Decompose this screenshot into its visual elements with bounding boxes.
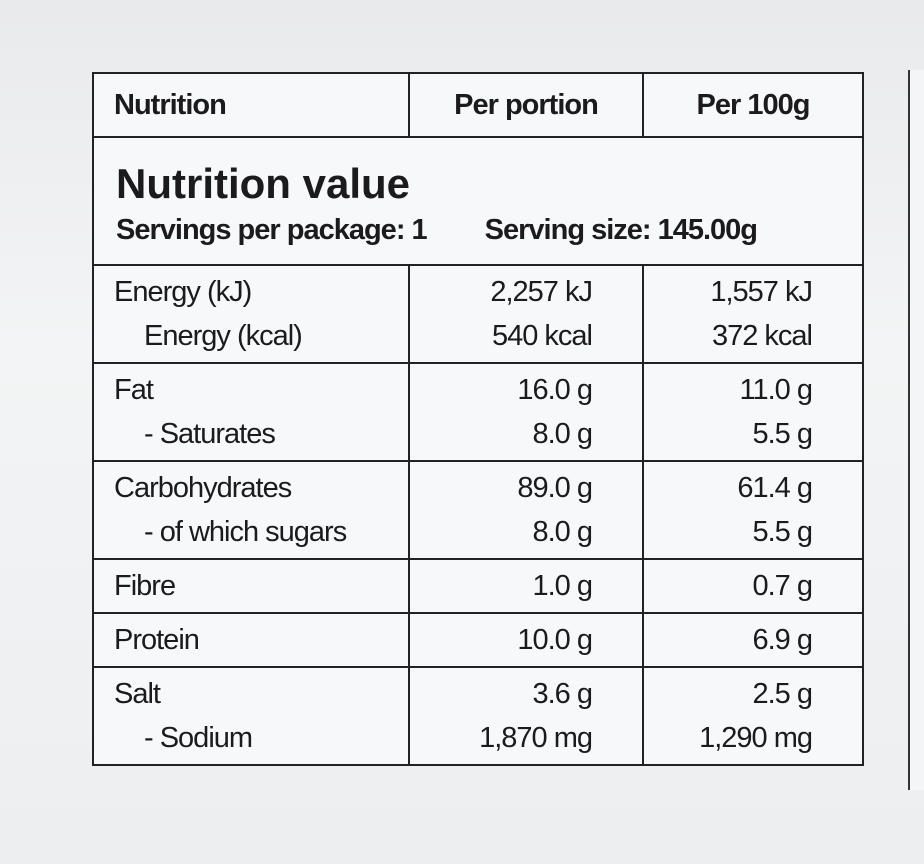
row-group: Carbohydrates 89.0 g 61.4 g- of which suga… <box>92 461 864 559</box>
column-header: Per 100g <box>642 72 864 138</box>
row-group: Salt 3.6 g 2.5 g- Sodium 1,870 mg 1,290 mg <box>92 667 864 765</box>
nutrient-label: Fibre <box>92 559 410 613</box>
nutrient-label: Fat <box>92 363 410 412</box>
nutrient-label: Salt <box>92 667 410 716</box>
serving-info: Servings per package: 1 Serving size: 14… <box>116 214 840 247</box>
table-row: Protein 10.0 g 6.9 g <box>92 613 864 667</box>
nutrient-value: 5.5 g <box>642 412 864 461</box>
nutrient-value: 16.0 g <box>408 363 644 412</box>
nutrient-value: 8.0 g <box>408 412 644 461</box>
nutrient-value: 1,557 kJ <box>642 265 864 314</box>
nutrient-value: 61.4 g <box>642 461 864 510</box>
table-row: Salt 3.6 g 2.5 g <box>92 667 864 716</box>
package-edge <box>908 70 924 790</box>
nutrient-value: 1,870 mg <box>408 716 644 765</box>
nutrient-value: 5.5 g <box>642 510 864 559</box>
nutrient-value: 540 kcal <box>408 314 644 363</box>
row-group: Energy (kJ) 2,257 kJ 1,557 kJ Energy (kcal)… <box>92 265 864 363</box>
nutrient-value: 2.5 g <box>642 667 864 716</box>
table-row: Fibre 1.0 g 0.7 g <box>92 559 864 613</box>
row-group: Fibre 1.0 g 0.7 g <box>92 559 864 613</box>
nutrient-value: 1.0 g <box>408 559 644 613</box>
header-row: Nutrition Per portion Per 100g <box>92 72 864 138</box>
table-row: Fat 16.0 g 11.0 g <box>92 363 864 412</box>
nutrient-label: - Saturates <box>92 412 410 461</box>
title: Nutrition value <box>116 160 411 207</box>
table-row: Energy (kcal) 540 kcal 372 kcal <box>92 314 864 363</box>
nutrient-label: Protein <box>92 613 410 667</box>
nutrient-value: 8.0 g <box>408 510 644 559</box>
nutrient-value: 3.6 g <box>408 667 644 716</box>
nutrient-label: Carbohydrates <box>92 461 410 510</box>
table-head: Nutrition Per portion Per 100g <box>92 72 864 138</box>
column-header: Per portion <box>408 72 644 138</box>
table-row: Carbohydrates 89.0 g 61.4 g <box>92 461 864 510</box>
nutrient-value: 10.0 g <box>408 613 644 667</box>
nutrient-value: 6.9 g <box>642 613 864 667</box>
table-row: - of which sugars 8.0 g 5.5 g <box>92 510 864 559</box>
nutrient-label: Energy (kJ) <box>92 265 410 314</box>
nutrient-value: 372 kcal <box>642 314 864 363</box>
row-group: Protein 10.0 g 6.9 g <box>92 613 864 667</box>
table-row: - Sodium 1,870 mg 1,290 mg <box>92 716 864 765</box>
nutrition-table: Nutrition value Servings per package: 1 … <box>92 72 864 766</box>
table-row: - Saturates 8.0 g 5.5 g <box>92 412 864 461</box>
nutrient-label: - Sodium <box>92 716 410 765</box>
nutrient-value: 1,290 mg <box>642 716 864 765</box>
column-header: Nutrition <box>92 72 410 138</box>
title-area: Nutrition value Servings per package: 1 … <box>92 137 864 265</box>
serving-size: Serving size: 145.00g <box>484 214 758 246</box>
row-group: Fat 16.0 g 11.0 g- Saturates 8.0 g 5.5 g <box>92 363 864 461</box>
servings: Servings per package: 1 <box>116 214 428 246</box>
table-row: Energy (kJ) 2,257 kJ 1,557 kJ <box>92 265 864 314</box>
nutrient-value: 89.0 g <box>408 461 644 510</box>
nutrient-value: 2,257 kJ <box>408 265 644 314</box>
nutrient-value: 11.0 g <box>642 363 864 412</box>
nutrient-label: Energy (kcal) <box>92 314 410 363</box>
nutrient-value: 0.7 g <box>642 559 864 613</box>
nutrient-label: - of which sugars <box>92 510 410 559</box>
